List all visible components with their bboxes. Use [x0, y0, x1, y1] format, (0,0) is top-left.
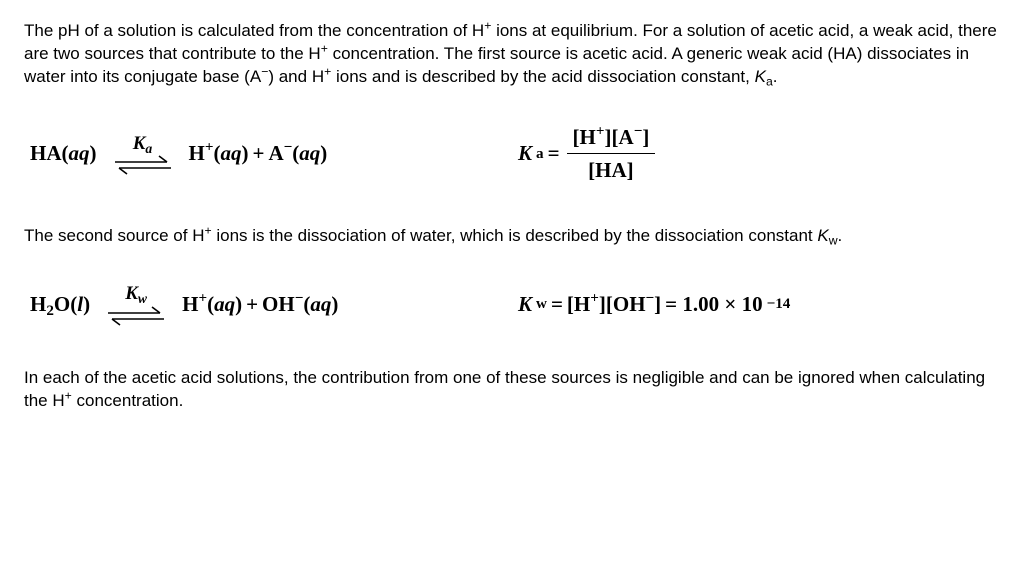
num-b1: H: [580, 125, 596, 149]
text: The second source of H: [24, 226, 204, 245]
eq1-r2: A: [268, 141, 283, 165]
fraction: [H+][A−] [HA]: [567, 123, 656, 185]
intro-paragraph-2: The second source of H+ ions is the diss…: [24, 225, 1000, 248]
intro-paragraph-3: In each of the acetic acid solutions, th…: [24, 367, 1000, 413]
intro-paragraph-1: The pH of a solution is calculated from …: [24, 20, 1000, 89]
eq2-lhs2: O: [54, 292, 70, 316]
sup: −: [295, 291, 304, 307]
eq2-r1: H: [182, 292, 198, 316]
equals: =: [551, 290, 563, 318]
sup: −: [284, 140, 293, 156]
equilibrium-arrows: Kw: [104, 281, 168, 327]
text: .: [838, 226, 843, 245]
sup: +: [198, 291, 207, 307]
value: = 1.00 × 10: [665, 290, 762, 318]
sup: +: [205, 140, 214, 156]
k-label: K: [125, 283, 138, 304]
sup: +: [596, 124, 605, 140]
sub-w: w: [829, 233, 838, 247]
sup: −: [646, 291, 655, 307]
k-italic: K: [817, 226, 828, 245]
eq2-lhs1: H: [30, 292, 46, 316]
state: aq: [310, 292, 331, 316]
num-b2: A: [619, 125, 634, 149]
equals: =: [548, 139, 560, 167]
eq2-r2: OH: [262, 292, 295, 316]
equilibrium-arrows: Ka: [111, 131, 175, 177]
text: concentration.: [72, 391, 184, 410]
sup: +: [590, 291, 599, 307]
equilibrium-arrow-icon: [111, 154, 175, 176]
eq2-expression: Kw = [H+][OH−] = 1.00 × 10−14: [518, 290, 1006, 318]
k-italic: K: [755, 67, 766, 86]
k-sub: w: [138, 291, 147, 306]
plus: +: [252, 139, 264, 167]
k-label: K: [133, 133, 146, 154]
sup: −: [634, 124, 643, 140]
eq1-lhs-state: aq: [69, 141, 90, 165]
sub-a: a: [766, 74, 773, 88]
k-eq: K: [518, 290, 532, 318]
equation-row-1: HA(aq) Ka H+(aq) + A−(aq) Ka = [H+][A−]: [24, 123, 1000, 185]
sup-plus: +: [204, 223, 211, 237]
k-eq: K: [518, 139, 532, 167]
state: aq: [220, 141, 241, 165]
text: .: [773, 67, 778, 86]
k-sub: a: [145, 141, 152, 156]
equilibrium-arrow-icon: [104, 305, 168, 327]
equation-row-2: H2O(l) Kw H+(aq) + OH−(aq) Kw = [H+][OH−…: [24, 281, 1000, 327]
sup-plus: +: [321, 41, 328, 55]
text: The pH of a solution is calculated from …: [24, 21, 484, 40]
plus: +: [246, 290, 258, 318]
text: ) and H: [268, 67, 324, 86]
eq1-reaction: HA(aq) Ka H+(aq) + A−(aq): [24, 131, 518, 177]
text: ions is the dissociation of water, which…: [212, 226, 818, 245]
eq1-lhs: HA: [30, 141, 62, 165]
eq2-reaction: H2O(l) Kw H+(aq) + OH−(aq): [24, 281, 518, 327]
b2: OH: [613, 292, 646, 316]
state: l: [77, 292, 83, 316]
sup-plus: +: [65, 388, 72, 402]
eq1-expression: Ka = [H+][A−] [HA]: [518, 123, 1006, 185]
text: ions and is described by the acid dissoc…: [331, 67, 754, 86]
state: aq: [214, 292, 235, 316]
state: aq: [299, 141, 320, 165]
sub: 2: [46, 303, 54, 319]
den: HA: [595, 158, 627, 182]
b1: H: [574, 292, 590, 316]
eq1-r1: H: [189, 141, 205, 165]
